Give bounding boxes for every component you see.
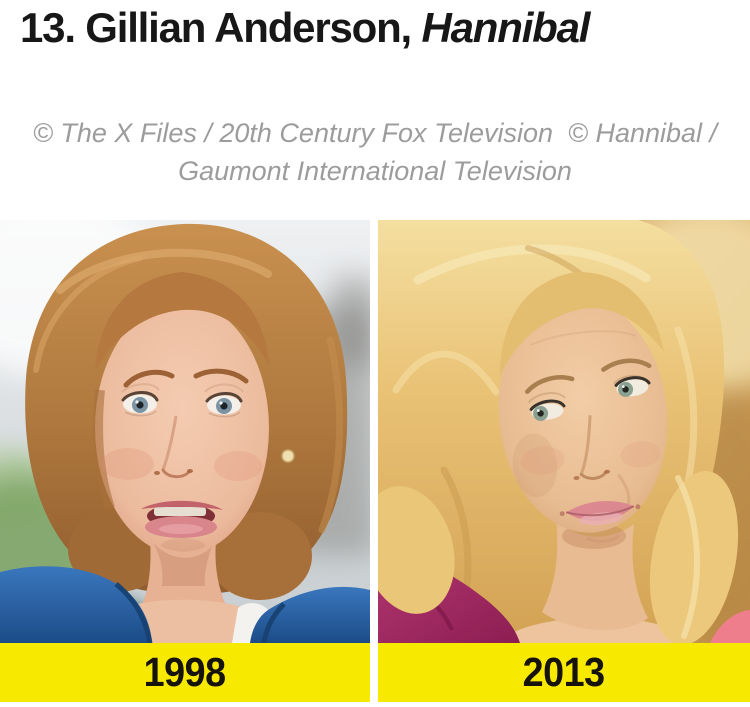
photo-2013-clothing-and-curls bbox=[378, 471, 750, 643]
panel-1998: 1998 bbox=[0, 220, 370, 702]
photo-1998-face bbox=[93, 272, 295, 555]
closed-lips bbox=[559, 501, 641, 526]
photo-2013-neck-and-chest bbox=[498, 518, 690, 643]
panel-2013: 2013 bbox=[378, 220, 750, 702]
photo-credit-line-2: Gaumont International Television bbox=[178, 156, 572, 186]
photo-credits: © The X Files / 20th Century Fox Televis… bbox=[0, 114, 750, 190]
open-mouth bbox=[141, 500, 223, 538]
photo-credit-line-1: © The X Files / 20th Century Fox Televis… bbox=[32, 118, 718, 148]
year-text-1998: 1998 bbox=[143, 649, 227, 695]
portrait-2013-photo bbox=[378, 220, 750, 643]
year-label-2013: 2013 bbox=[378, 643, 750, 702]
pearl-earring bbox=[281, 449, 295, 463]
photo-2013-face bbox=[498, 272, 668, 543]
portrait-1998-photo bbox=[0, 220, 370, 643]
year-label-1998: 1998 bbox=[0, 643, 370, 702]
title-show-name: Hannibal bbox=[421, 4, 591, 51]
title-entry-text: 13. Gillian Anderson, bbox=[20, 4, 412, 51]
before-after-comparison: 1998 bbox=[0, 220, 750, 702]
page-title: 13. Gillian Anderson, Hannibal bbox=[20, 4, 591, 52]
year-text-2013: 2013 bbox=[522, 649, 606, 695]
photo-1998-neck-and-jacket bbox=[0, 538, 370, 643]
